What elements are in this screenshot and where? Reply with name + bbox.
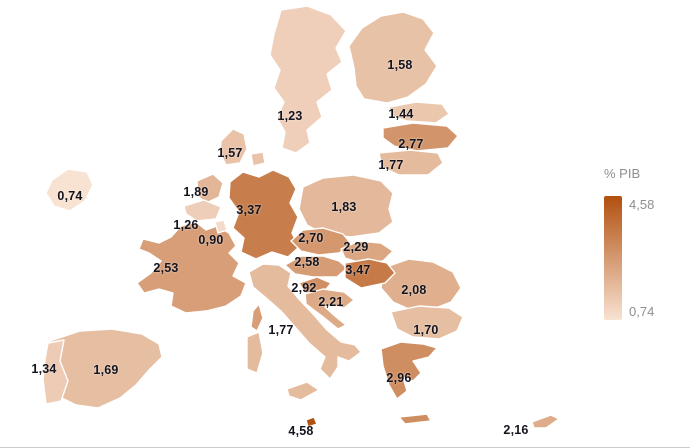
legend-min-label: 0,74 bbox=[629, 304, 655, 319]
country-denmark-island bbox=[250, 151, 266, 167]
country-greece bbox=[380, 341, 438, 400]
country-value-label: 1,70 bbox=[413, 323, 439, 337]
country-belgium bbox=[183, 199, 222, 222]
country-value-label: 2,92 bbox=[291, 281, 317, 295]
country-value-label: 1,34 bbox=[31, 362, 57, 376]
country-romania bbox=[380, 258, 462, 311]
country-italy bbox=[248, 263, 362, 380]
country-sweden bbox=[269, 5, 347, 154]
country-value-label: 1,58 bbox=[387, 58, 413, 72]
country-value-label: 1,23 bbox=[277, 109, 303, 123]
country-croatia bbox=[304, 288, 355, 330]
country-bulgaria bbox=[390, 305, 464, 340]
legend: % PIB 4,58 0,74 bbox=[604, 166, 688, 320]
country-hungary bbox=[344, 258, 396, 289]
country-value-label: 0,90 bbox=[198, 233, 224, 247]
country-denmark bbox=[219, 128, 248, 166]
country-italy-sardinia bbox=[246, 331, 264, 374]
country-finland bbox=[348, 11, 438, 104]
country-italy-sicily bbox=[286, 381, 320, 401]
country-value-label: 2,21 bbox=[318, 295, 344, 309]
country-estonia bbox=[388, 101, 450, 124]
country-cyprus bbox=[531, 414, 560, 429]
country-value-label: 2,08 bbox=[401, 283, 427, 297]
country-portugal bbox=[42, 339, 69, 405]
legend-max-label: 4,58 bbox=[629, 197, 655, 212]
country-value-label: 3,47 bbox=[345, 263, 371, 277]
country-netherlands bbox=[196, 173, 224, 204]
country-value-label: 1,26 bbox=[173, 218, 199, 232]
country-value-label: 1,57 bbox=[217, 146, 243, 160]
country-lithuania bbox=[378, 149, 444, 176]
country-value-label: 0,74 bbox=[57, 189, 83, 203]
country-france bbox=[136, 221, 247, 314]
country-value-label: 1,69 bbox=[93, 363, 119, 377]
country-value-label: 4,58 bbox=[288, 424, 314, 438]
legend-title: % PIB bbox=[604, 166, 641, 181]
country-slovakia bbox=[340, 240, 394, 264]
country-value-label: 2,96 bbox=[386, 371, 412, 385]
country-value-label: 2,16 bbox=[503, 423, 529, 437]
country-latvia bbox=[382, 122, 459, 152]
country-value-label: 1,77 bbox=[268, 323, 294, 337]
country-luxembourg bbox=[214, 219, 228, 234]
country-value-label: 2,77 bbox=[398, 137, 424, 151]
country-value-label: 2,53 bbox=[153, 261, 179, 275]
country-value-label: 3,37 bbox=[236, 203, 262, 217]
country-value-label: 2,70 bbox=[298, 231, 324, 245]
country-greece-crete bbox=[398, 413, 432, 425]
country-value-label: 2,58 bbox=[294, 255, 320, 269]
country-poland bbox=[298, 174, 394, 238]
country-france-corsica bbox=[250, 303, 264, 332]
country-value-label: 1,89 bbox=[183, 185, 209, 199]
country-value-label: 1,44 bbox=[388, 107, 414, 121]
legend-gradient-bar bbox=[604, 196, 622, 320]
country-value-label: 1,77 bbox=[378, 158, 404, 172]
country-ireland bbox=[45, 168, 94, 212]
country-value-label: 2,29 bbox=[343, 240, 369, 254]
country-value-label: 1,83 bbox=[331, 200, 357, 214]
country-malta bbox=[305, 416, 318, 428]
